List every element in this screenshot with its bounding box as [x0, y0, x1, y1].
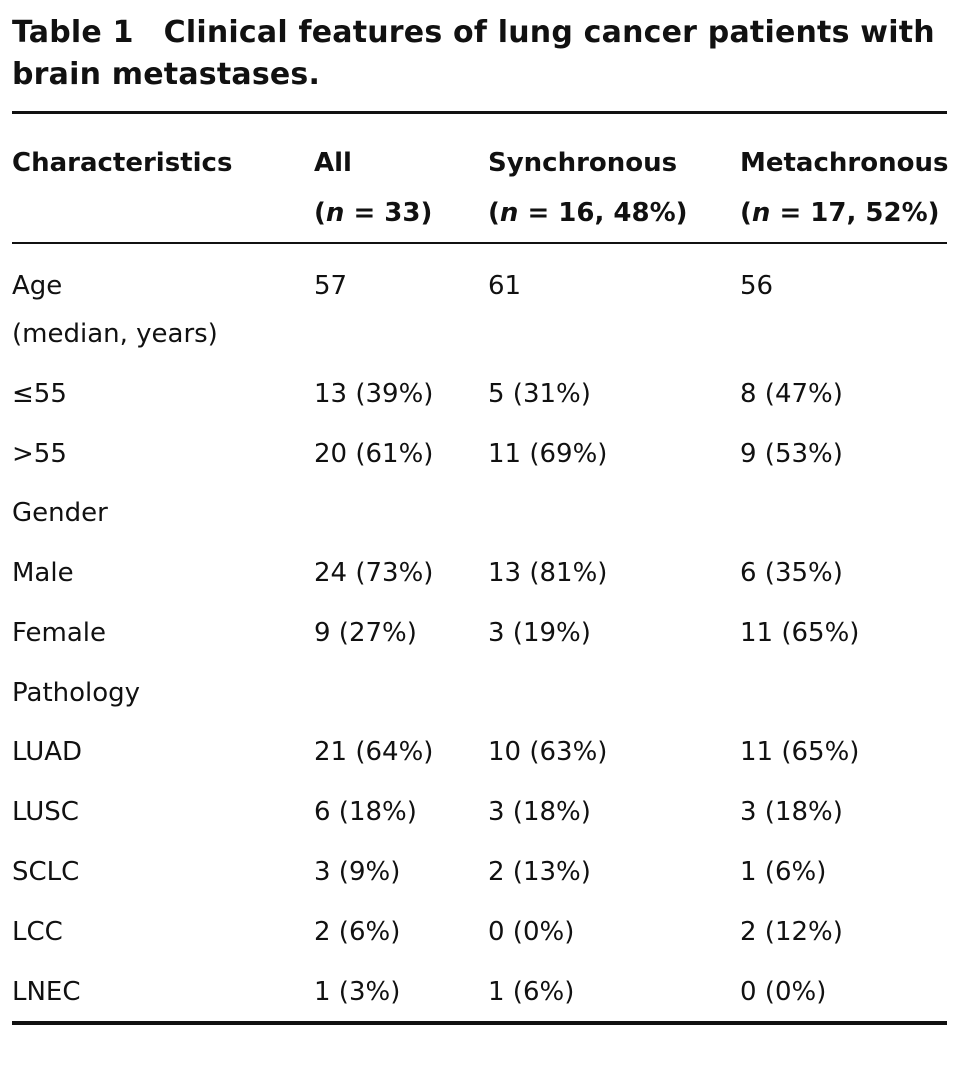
row-label: LNEC — [12, 977, 81, 1007]
cell-metachronous: 11 (65%) — [740, 618, 860, 648]
cell-metachronous: 9 (53%) — [740, 439, 843, 469]
header-all: All (n = 33) — [314, 138, 432, 238]
table-row-lnec: LNEC 1 (3%) 1 (6%) 0 (0%) — [0, 969, 971, 1019]
row-label: Female — [12, 618, 107, 648]
cell-metachronous: 3 (18%) — [740, 797, 843, 827]
cell-all: 13 (39%) — [314, 379, 434, 409]
table-row-lcc: LCC 2 (6%) 0 (0%) 2 (12%) — [0, 909, 971, 959]
header-metachronous: Metachronous (n = 17, 52%) — [740, 138, 948, 238]
row-label: LUSC — [12, 797, 79, 827]
header-synchronous-n-symbol: n — [499, 198, 519, 228]
caption-line-1: Table 1 Clinical features of lung cancer … — [12, 12, 947, 54]
table-row-male: Male 24 (73%) 13 (81%) 6 (35%) — [0, 550, 971, 600]
cell-metachronous: 8 (47%) — [740, 379, 843, 409]
cell-synchronous: 1 (6%) — [488, 977, 575, 1007]
table-row-age-gt55: >55 20 (61%) 11 (69%) 9 (53%) — [0, 431, 971, 481]
table-row-age: Age 57 61 56 — [0, 263, 971, 313]
row-label: (median, years) — [12, 319, 218, 349]
top-rule — [12, 111, 947, 114]
cell-synchronous: 3 (18%) — [488, 797, 591, 827]
cell-metachronous: 0 (0%) — [740, 977, 827, 1007]
table-row-lusc: LUSC 6 (18%) 3 (18%) 3 (18%) — [0, 789, 971, 839]
row-label: LCC — [12, 917, 63, 947]
table-row-pathology: Pathology — [0, 670, 971, 720]
cell-all: 24 (73%) — [314, 558, 434, 588]
row-label: LUAD — [12, 737, 83, 767]
header-metachronous-n-value: = 17, 52%) — [770, 198, 940, 228]
cell-all: 1 (3%) — [314, 977, 401, 1007]
header-all-n-value: = 33) — [344, 198, 433, 228]
bottom-rule — [12, 1021, 947, 1025]
header-metachronous-n: (n = 17, 52%) — [740, 198, 940, 228]
table-label: Table 1 — [12, 15, 134, 50]
table-caption: Table 1 Clinical features of lung cancer … — [12, 12, 947, 96]
table-row-age-unit: (median, years) — [0, 311, 971, 361]
cell-synchronous: 0 (0%) — [488, 917, 575, 947]
header-metachronous-name: Metachronous — [740, 148, 949, 178]
table-row-female: Female 9 (27%) 3 (19%) 11 (65%) — [0, 610, 971, 660]
cell-metachronous: 56 — [740, 271, 774, 301]
table-row-age-le55: ≤55 13 (39%) 5 (31%) 8 (47%) — [0, 371, 971, 421]
row-label: Male — [12, 558, 74, 588]
cell-synchronous: 3 (19%) — [488, 618, 591, 648]
header-synchronous-name: Synchronous — [488, 148, 678, 178]
cell-metachronous: 6 (35%) — [740, 558, 843, 588]
cell-synchronous: 5 (31%) — [488, 379, 591, 409]
row-label: Gender — [12, 498, 108, 528]
cell-synchronous: 10 (63%) — [488, 737, 608, 767]
row-label: Age — [12, 271, 63, 301]
header-rule — [12, 242, 947, 244]
cell-metachronous: 11 (65%) — [740, 737, 860, 767]
cell-synchronous: 13 (81%) — [488, 558, 608, 588]
cell-all: 2 (6%) — [314, 917, 401, 947]
cell-all: 57 — [314, 271, 348, 301]
header-synchronous-n: (n = 16, 48%) — [488, 198, 688, 228]
cell-metachronous: 1 (6%) — [740, 857, 827, 887]
cell-all: 3 (9%) — [314, 857, 401, 887]
row-label: >55 — [12, 439, 67, 469]
cell-synchronous: 61 — [488, 271, 522, 301]
cell-metachronous: 2 (12%) — [740, 917, 843, 947]
table-row-luad: LUAD 21 (64%) 10 (63%) 11 (65%) — [0, 729, 971, 779]
cell-all: 20 (61%) — [314, 439, 434, 469]
cell-synchronous: 11 (69%) — [488, 439, 608, 469]
cell-synchronous: 2 (13%) — [488, 857, 591, 887]
header-characteristics: Characteristics — [12, 148, 233, 178]
table-row-gender: Gender — [0, 490, 971, 540]
header-all-n: (n = 33) — [314, 198, 433, 228]
cell-all: 9 (27%) — [314, 618, 417, 648]
header-synchronous: Synchronous (n = 16, 48%) — [488, 138, 688, 238]
header-synchronous-n-value: = 16, 48%) — [518, 198, 688, 228]
row-label: SCLC — [12, 857, 80, 887]
table-title-line-2: brain metastases. — [12, 57, 321, 92]
table-title-line-1: Clinical features of lung cancer patient… — [163, 15, 935, 50]
table-row-sclc: SCLC 3 (9%) 2 (13%) 1 (6%) — [0, 849, 971, 899]
row-label: Pathology — [12, 678, 141, 708]
header-metachronous-n-symbol: n — [751, 198, 771, 228]
row-label: ≤55 — [12, 379, 67, 409]
header-all-name: All — [314, 148, 352, 178]
header-all-n-symbol: n — [325, 198, 345, 228]
cell-all: 21 (64%) — [314, 737, 434, 767]
cell-all: 6 (18%) — [314, 797, 417, 827]
